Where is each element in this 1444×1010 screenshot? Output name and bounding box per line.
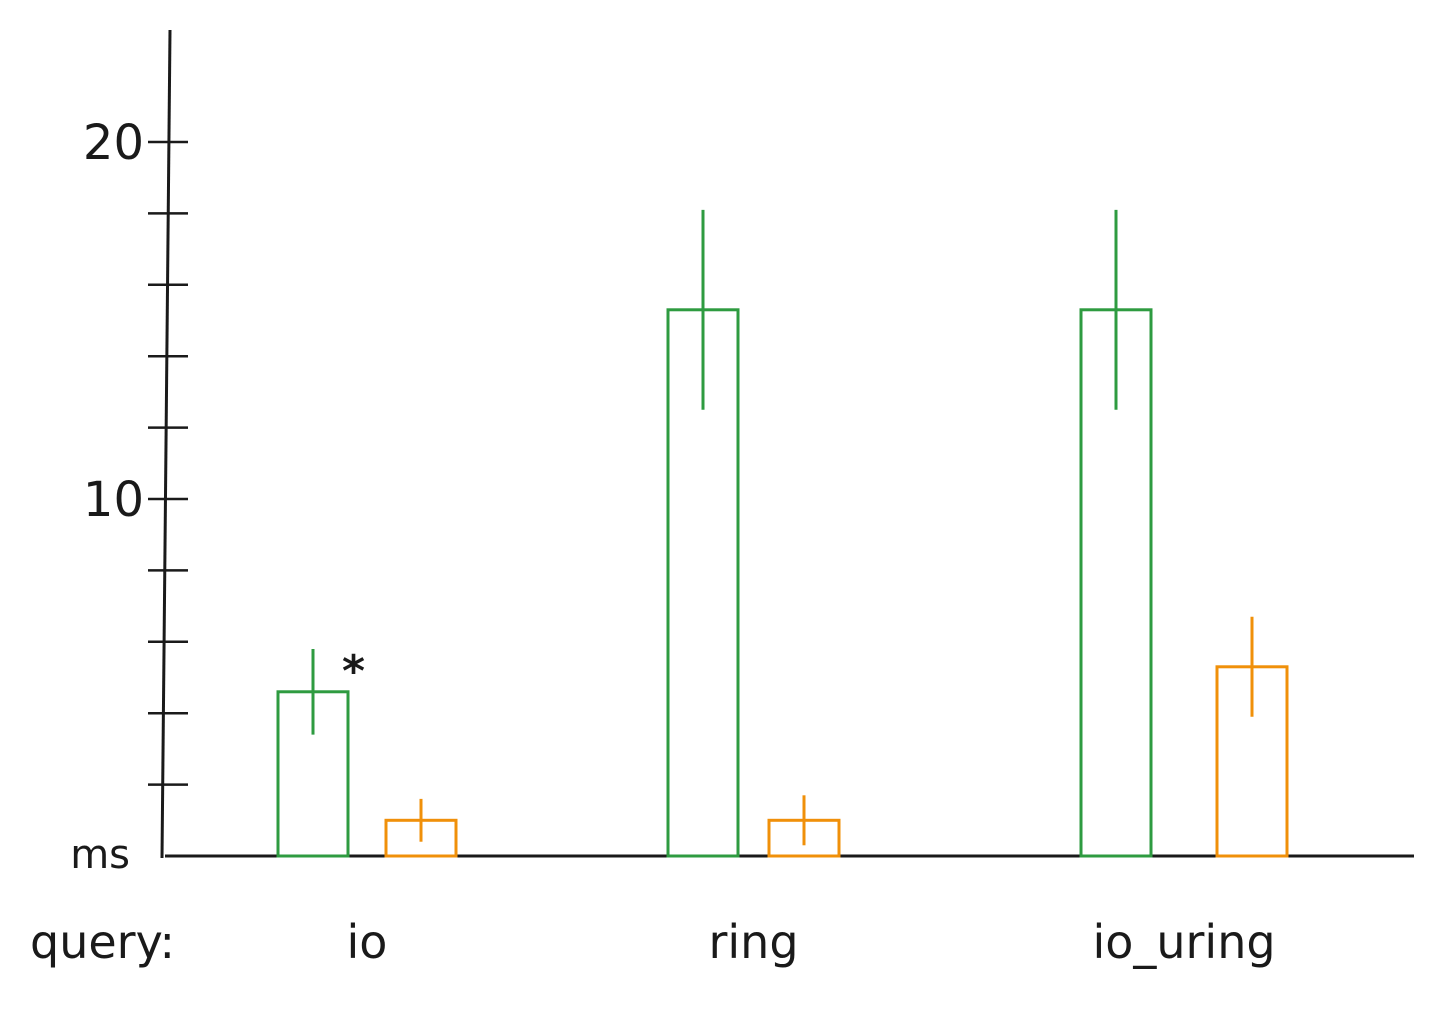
x-axis-label: query: bbox=[30, 915, 175, 969]
y-axis-ticks: 10 20 bbox=[83, 115, 188, 786]
x-tick-label: ring bbox=[708, 915, 798, 969]
y-axis-line bbox=[160, 29, 172, 859]
y-tick-label: 10 bbox=[83, 472, 144, 528]
bars: * bbox=[276, 209, 1289, 858]
annotation-asterisk: * bbox=[342, 646, 365, 697]
y-axis-label: ms bbox=[70, 832, 130, 878]
x-tick-label: io bbox=[347, 915, 388, 969]
x-tick-labels: io ring io_uring bbox=[347, 915, 1276, 969]
y-tick-label: 20 bbox=[83, 115, 144, 171]
x-tick-label: io_uring bbox=[1092, 915, 1275, 969]
